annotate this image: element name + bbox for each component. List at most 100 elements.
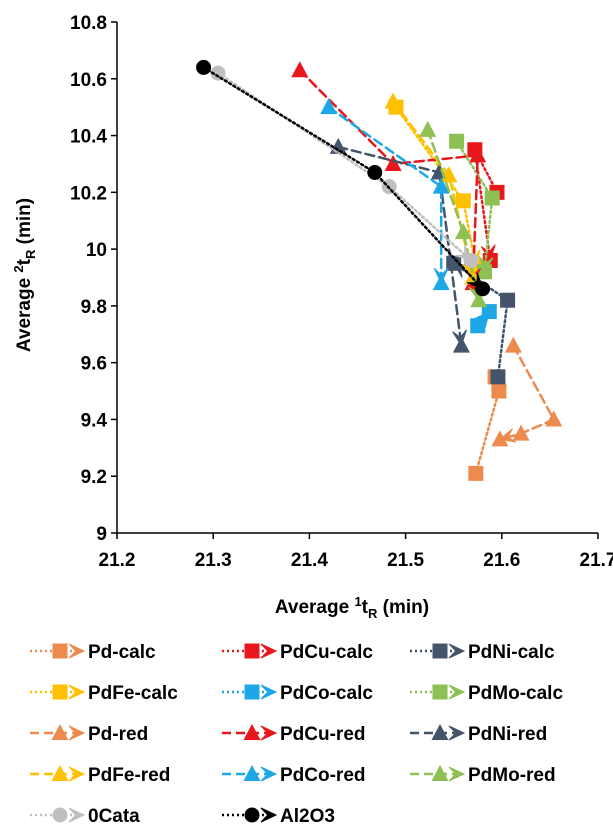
legend-arrowhead xyxy=(260,684,278,700)
data-point-pdfe-calc xyxy=(455,193,471,209)
legend-marker xyxy=(52,684,68,700)
legend-label: PdNi-calc xyxy=(468,642,555,663)
legend-arrowhead xyxy=(260,643,278,659)
legend: Pd-calc PdCu-calc PdNi-calc PdFe-calc PdCo-c… xyxy=(30,642,563,827)
legend-label: PdCo-red xyxy=(280,765,366,786)
x-tick-label: 21.5 xyxy=(387,550,424,571)
data-point-pdco-calc xyxy=(470,318,486,334)
arrowhead-pdcu-calc xyxy=(480,244,496,262)
series-pdfe-calc xyxy=(388,99,484,274)
legend-marker xyxy=(52,643,68,659)
x-tick-label: 21.7 xyxy=(580,550,613,571)
legend-marker xyxy=(431,724,449,740)
series-line-0cata xyxy=(216,71,473,262)
y-tick-label: 10.8 xyxy=(70,13,107,34)
data-point-pdcu-red xyxy=(291,61,309,78)
legend-label: PdMo-red xyxy=(468,765,556,786)
legend-arrowhead xyxy=(68,643,86,659)
legend-marker xyxy=(244,807,260,823)
y-tick-label: 9.4 xyxy=(81,410,108,431)
legend-marker xyxy=(51,765,69,781)
data-point-pdmo-red xyxy=(454,223,472,240)
legend-item-al2o3: Al2O3 xyxy=(222,806,335,827)
legend-marker xyxy=(52,807,68,823)
legend-label: Al2O3 xyxy=(280,806,335,827)
legend-arrowhead xyxy=(448,643,466,659)
legend-label: PdMo-calc xyxy=(468,683,563,704)
y-tick-label: 9.8 xyxy=(81,297,107,318)
y-tick-label: 10.4 xyxy=(70,127,107,148)
axes: 9 9.2 9.4 9.6 9.8 10 10.2 10.4 10.6 10.8 21.2 21.3 2… xyxy=(70,13,613,571)
series-al2o3 xyxy=(196,59,491,297)
series-pd-calc xyxy=(468,369,507,481)
data-point-pd-red xyxy=(491,430,509,447)
legend-label: PdCu-calc xyxy=(280,642,373,663)
plot-area xyxy=(196,59,563,481)
legend-item-pdni-red: PdNi-red xyxy=(410,724,547,745)
legend-item-pdco-red: PdCo-red xyxy=(222,765,366,786)
arrowhead-0cata xyxy=(455,245,472,262)
legend-marker xyxy=(244,643,260,659)
y-axis-title: Average 2tR (min) xyxy=(11,198,38,352)
data-point-0cata xyxy=(210,65,226,81)
x-tick-label: 21.2 xyxy=(99,550,136,571)
legend-label: PdFe-red xyxy=(88,765,170,786)
x-tick-label: 21.6 xyxy=(483,550,520,571)
y-tick-label: 10.2 xyxy=(70,183,107,204)
legend-arrowhead xyxy=(68,807,86,823)
series-line-pdco-red xyxy=(327,105,443,285)
legend-item-pdcu-calc: PdCu-calc xyxy=(222,642,373,663)
data-point-al2o3 xyxy=(367,164,383,180)
legend-item-pdfe-calc: PdFe-calc xyxy=(30,683,178,704)
legend-arrowhead xyxy=(448,684,466,700)
data-point-al2o3 xyxy=(196,59,212,75)
legend-arrowhead xyxy=(448,766,466,782)
data-point-pdco-red xyxy=(432,177,450,194)
y-tick-label: 9.6 xyxy=(81,354,107,375)
series-pdco-calc xyxy=(470,304,497,334)
data-point-pd-red xyxy=(545,410,563,427)
legend-item-pd-calc: Pd-calc xyxy=(30,642,156,663)
series-pdco-red xyxy=(320,98,450,291)
data-point-pdfe-red xyxy=(384,92,402,109)
legend-arrowhead xyxy=(68,725,86,741)
legend-item-pdfe-red: PdFe-red xyxy=(30,765,170,786)
data-point-pdmo-calc xyxy=(449,133,465,149)
legend-item-0cata: 0Cata xyxy=(30,806,140,827)
series-pd-red xyxy=(491,336,563,447)
legend-item-pdmo-red: PdMo-red xyxy=(410,765,556,786)
data-point-pdni-calc xyxy=(490,369,506,385)
arrowhead-al2o3 xyxy=(467,272,484,290)
legend-item-pdco-calc: PdCo-calc xyxy=(222,683,373,704)
legend-marker xyxy=(243,765,261,781)
y-tick-label: 9 xyxy=(96,524,107,545)
arrowhead-pdmo-calc xyxy=(478,255,494,273)
legend-label: PdNi-red xyxy=(468,724,547,745)
legend-marker xyxy=(432,684,448,700)
series-pdmo-calc xyxy=(449,133,500,280)
legend-arrowhead xyxy=(448,725,466,741)
data-point-pd-red xyxy=(504,336,522,353)
series-line-pd-red xyxy=(498,344,556,441)
legend-label: PdCo-calc xyxy=(280,683,373,704)
legend-marker xyxy=(431,765,449,781)
data-point-pd-calc xyxy=(468,465,484,481)
legend-arrowhead xyxy=(260,807,278,823)
y-tick-label: 10.6 xyxy=(70,70,107,91)
x-axis-title: Average 1tR (min) xyxy=(275,594,429,621)
data-point-pdcu-red xyxy=(469,146,487,163)
legend-label: 0Cata xyxy=(88,806,140,827)
data-point-pdni-calc xyxy=(500,292,516,308)
y-tick-label: 10 xyxy=(86,240,107,261)
arrowhead-pd-red xyxy=(498,428,517,443)
data-point-pdmo-calc xyxy=(484,190,500,206)
legend-item-pd-red: Pd-red xyxy=(30,724,148,745)
arrowhead-pdco-calc xyxy=(474,310,491,328)
arrowhead-pdni-red xyxy=(452,329,467,347)
legend-arrowhead xyxy=(260,766,278,782)
legend-marker xyxy=(51,724,69,740)
legend-marker xyxy=(244,684,260,700)
legend-item-pdmo-calc: PdMo-calc xyxy=(410,683,563,704)
legend-label: PdFe-calc xyxy=(88,683,178,704)
